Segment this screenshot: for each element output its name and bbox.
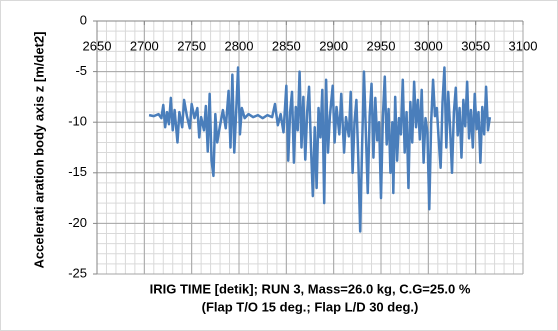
x-tick-label: 2900	[319, 38, 348, 53]
y-tick-label: -15	[68, 164, 87, 179]
y-tick-label: -25	[68, 265, 87, 280]
y-tick-label: -5	[75, 63, 87, 78]
x-tick-label: 3000	[414, 38, 443, 53]
x-tick-label: 2800	[225, 38, 254, 53]
x-axis-label: IRIG TIME [detik]; RUN 3, Mass=26.0 kg, …	[150, 281, 471, 296]
x-tick-label: 3050	[461, 38, 490, 53]
y-tick-label: -20	[68, 215, 87, 230]
x-tick-label: 3100	[509, 38, 538, 53]
y-tick-label: 0	[80, 12, 87, 27]
x-tick-label: 2750	[177, 38, 206, 53]
x-tick-label: 2850	[272, 38, 301, 53]
x-tick-label: 2700	[130, 38, 159, 53]
data-line	[148, 66, 492, 233]
x-axis-label: (Flap T/O 15 deg.; Flap L/D 30 deg.)	[202, 299, 419, 314]
y-tick-label: -10	[68, 114, 87, 129]
y-axis-label: Accelerati aration body axis z [m/det2]	[31, 32, 46, 269]
x-tick-label: 2950	[367, 38, 396, 53]
